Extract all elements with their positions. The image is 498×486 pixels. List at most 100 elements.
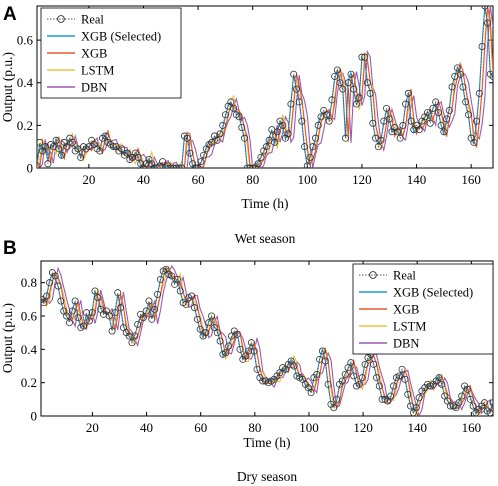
data-point-real bbox=[489, 72, 493, 80]
data-point-real bbox=[41, 299, 48, 307]
data-point-real bbox=[208, 312, 216, 320]
y-axis-label: Output (p.u.) bbox=[0, 303, 15, 373]
data-point-real bbox=[151, 305, 159, 313]
data-point-real bbox=[298, 117, 306, 125]
data-point-real bbox=[225, 342, 233, 350]
data-point-real bbox=[347, 70, 355, 78]
data-point-real bbox=[94, 294, 102, 302]
panel-caption: Dry season bbox=[237, 469, 298, 484]
legend-label: DBN bbox=[81, 81, 107, 95]
data-point-real bbox=[233, 330, 241, 338]
data-point-real bbox=[462, 98, 470, 106]
data-point-real bbox=[404, 89, 412, 97]
data-point-real bbox=[393, 128, 401, 136]
data-point-real bbox=[142, 307, 150, 315]
data-point-real bbox=[390, 382, 398, 390]
data-point-real bbox=[352, 100, 360, 108]
x-tick-label: 160 bbox=[462, 420, 482, 435]
data-point-real bbox=[480, 399, 488, 407]
data-point-real bbox=[338, 377, 346, 385]
data-point-real bbox=[358, 374, 366, 382]
data-point-real bbox=[426, 119, 434, 127]
data-point-real bbox=[96, 147, 104, 155]
data-point-real bbox=[478, 43, 486, 51]
legend-label: Real bbox=[393, 269, 416, 283]
data-point-real bbox=[325, 117, 333, 125]
data-point-real bbox=[374, 143, 382, 151]
data-point-real bbox=[407, 117, 415, 125]
data-point-real bbox=[170, 164, 178, 168]
data-point-real bbox=[440, 128, 448, 136]
data-point-real bbox=[46, 279, 54, 287]
data-point-real bbox=[415, 394, 423, 402]
data-point-real bbox=[63, 312, 71, 320]
data-point-real bbox=[339, 85, 347, 93]
data-point-real bbox=[74, 314, 82, 322]
data-point-real bbox=[423, 109, 431, 117]
data-point-real bbox=[109, 143, 117, 151]
data-point-real bbox=[372, 374, 380, 382]
legend: Real XGB (Selected) XGB LSTM DBN bbox=[352, 263, 494, 355]
data-point-real bbox=[205, 319, 213, 327]
data-point-real bbox=[82, 309, 90, 317]
data-point-real bbox=[355, 94, 363, 102]
data-point-real bbox=[80, 322, 88, 330]
data-point-real bbox=[429, 104, 437, 112]
data-point-real bbox=[88, 309, 96, 317]
legend-label: XGB bbox=[393, 303, 419, 317]
series-line-xgb bbox=[41, 266, 493, 413]
x-tick-label: 140 bbox=[407, 172, 427, 187]
data-point-real bbox=[271, 138, 279, 146]
data-point-real bbox=[196, 325, 204, 333]
y-tick-label: 0.4 bbox=[21, 342, 38, 357]
data-point-real bbox=[159, 158, 167, 166]
chart-panel-a: A 20 40 60 80 100 120 140 160 0 0.2 0.4 0.6 Time (h) O… bbox=[0, 4, 494, 246]
data-point-real bbox=[398, 365, 406, 373]
data-point-real bbox=[481, 6, 489, 10]
data-point-real bbox=[54, 282, 62, 290]
series-group bbox=[37, 6, 493, 168]
data-point-real bbox=[145, 297, 153, 305]
data-point-real bbox=[395, 372, 403, 380]
data-point-real bbox=[253, 365, 261, 373]
data-point-real bbox=[183, 134, 191, 142]
data-point-real bbox=[333, 395, 341, 403]
data-point-real bbox=[295, 98, 303, 106]
legend: Real XGB (Selected) XGB LSTM DBN bbox=[40, 7, 182, 99]
data-point-real bbox=[123, 149, 131, 157]
data-point-real bbox=[375, 382, 383, 390]
x-tick-label: 100 bbox=[298, 172, 318, 187]
data-point-real bbox=[273, 128, 281, 136]
data-point-real bbox=[58, 151, 66, 159]
x-tick-label: 120 bbox=[353, 420, 373, 435]
data-point-real bbox=[369, 119, 377, 127]
data-point-real bbox=[128, 339, 136, 347]
x-tick-label: 60 bbox=[194, 420, 207, 435]
data-point-real bbox=[37, 138, 44, 146]
data-point-real bbox=[191, 164, 199, 168]
data-point-real bbox=[333, 66, 341, 74]
data-point-real bbox=[412, 404, 420, 412]
data-point-real bbox=[167, 164, 175, 168]
data-point-real bbox=[313, 370, 321, 378]
data-point-real bbox=[250, 347, 258, 355]
data-point-real bbox=[238, 124, 246, 132]
data-point-real bbox=[475, 89, 483, 97]
data-point-real bbox=[254, 160, 262, 168]
x-tick-label: 40 bbox=[137, 172, 150, 187]
legend-marker-real bbox=[369, 271, 377, 279]
data-point-real bbox=[249, 164, 257, 168]
y-tick-label: 0 bbox=[27, 161, 34, 176]
x-axis-label: Time (h) bbox=[243, 435, 290, 450]
data-point-real bbox=[257, 153, 265, 161]
data-point-real bbox=[344, 79, 352, 87]
y-axis-label: Output (p.u.) bbox=[0, 52, 15, 122]
data-point-real bbox=[347, 359, 355, 367]
data-point-real bbox=[470, 138, 478, 146]
data-point-real bbox=[105, 312, 113, 320]
data-point-real bbox=[37, 162, 41, 168]
data-point-real bbox=[330, 404, 338, 412]
data-point-real bbox=[111, 309, 119, 317]
x-tick-label: 60 bbox=[192, 172, 205, 187]
data-point-real bbox=[221, 111, 229, 119]
